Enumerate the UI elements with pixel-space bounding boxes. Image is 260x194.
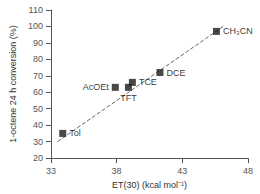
svg-text:100: 100	[28, 21, 43, 31]
svg-text:60: 60	[33, 87, 43, 97]
svg-text:TFT: TFT	[120, 93, 137, 103]
svg-text:1-octene 24 h conversion (%): 1-octene 24 h conversion (%)	[8, 25, 18, 143]
svg-text:CH₃CN: CH₃CN	[223, 26, 253, 36]
svg-text:50: 50	[33, 104, 43, 114]
svg-text:80: 80	[33, 54, 43, 64]
svg-text:TCE: TCE	[139, 77, 157, 87]
svg-text:30: 30	[33, 137, 43, 147]
svg-text:DCE: DCE	[166, 68, 185, 78]
svg-text:AcOEt: AcOEt	[83, 82, 110, 92]
svg-text:43: 43	[177, 166, 187, 176]
svg-text:90: 90	[33, 38, 43, 48]
svg-text:Tol: Tol	[69, 128, 81, 138]
svg-text:38: 38	[112, 166, 122, 176]
svg-text:70: 70	[33, 71, 43, 81]
svg-text:20: 20	[33, 153, 43, 163]
svg-text:33: 33	[46, 166, 56, 176]
svg-text:40: 40	[33, 120, 43, 130]
svg-text:48: 48	[243, 166, 253, 176]
svg-text:ET(30) (kcal mol⁻¹): ET(30) (kcal mol⁻¹)	[112, 180, 187, 190]
svg-text:110: 110	[29, 5, 43, 15]
